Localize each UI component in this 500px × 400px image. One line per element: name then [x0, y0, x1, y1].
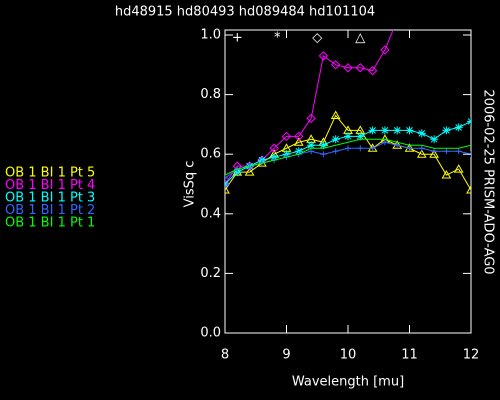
marker: [431, 148, 438, 155]
y-tick-label: 0.2: [200, 266, 221, 281]
side-label: 2006-02-25 PRISM-ADO-AG0: [481, 89, 496, 274]
y-tick-label: 0.6: [200, 147, 221, 162]
marker: [417, 129, 426, 138]
marker: [455, 148, 462, 155]
marker: [406, 145, 413, 152]
marker: [306, 113, 316, 124]
legend-entry: OB 1 BI 1 Pt 1: [5, 216, 95, 231]
marker: [381, 139, 388, 146]
marker: [467, 117, 471, 126]
marker: [442, 126, 451, 135]
y-axis-label: VisSq c: [183, 161, 198, 208]
marker: [368, 126, 377, 135]
y-tick-label: 0.8: [200, 87, 221, 102]
marker: [466, 184, 471, 194]
marker: [244, 167, 255, 176]
series-line: [225, 138, 471, 176]
x-tick-label: 9: [282, 348, 290, 363]
marker: [344, 132, 352, 141]
y-tick-label: 0.0: [200, 326, 221, 341]
marker: [308, 148, 315, 155]
marker: [355, 63, 366, 73]
marker: [330, 110, 341, 119]
marker: [356, 132, 365, 141]
x-axis-label: Wavelength [mu]: [292, 375, 404, 390]
marker: [332, 148, 339, 155]
marker: [281, 131, 292, 142]
y-tick-label: 1.0: [200, 28, 221, 43]
marker: [225, 180, 229, 188]
annotation: △: [355, 31, 365, 46]
marker: [443, 148, 450, 155]
marker: [343, 63, 353, 73]
marker: [369, 145, 376, 152]
plot-area: [225, 16, 471, 194]
x-tick-label: 8: [221, 348, 229, 363]
marker: [345, 145, 351, 152]
marker: [367, 66, 378, 76]
y-tick-label: 0.4: [200, 206, 221, 221]
marker: [394, 142, 401, 149]
marker: [454, 123, 463, 132]
marker: [380, 126, 389, 135]
series-line: [225, 30, 394, 185]
marker: [225, 175, 228, 182]
marker: [269, 143, 279, 153]
marker: [320, 151, 327, 158]
annotation: ◇: [312, 31, 322, 46]
marker: [430, 135, 439, 144]
marker: [225, 184, 230, 194]
annotation: *: [274, 31, 281, 46]
x-tick-label: 10: [340, 348, 357, 363]
x-tick-label: 12: [463, 348, 480, 363]
legend-entry: OB 1 BI 1 Pt 2: [5, 203, 95, 218]
marker: [380, 45, 390, 55]
marker: [441, 170, 452, 179]
marker: [294, 131, 304, 142]
marker: [393, 16, 401, 24]
marker: [293, 137, 304, 146]
annotation: +: [232, 31, 243, 46]
marker: [453, 164, 464, 173]
marker: [405, 126, 414, 135]
legend-entry: OB 1 BI 1 Pt 5: [5, 166, 95, 181]
plot-frame: [224, 29, 472, 334]
marker: [330, 60, 341, 70]
marker: [393, 126, 402, 135]
marker: [416, 149, 427, 158]
marker: [225, 179, 230, 189]
x-tick-label: 11: [401, 348, 418, 363]
marker: [319, 141, 328, 150]
marker: [331, 135, 340, 144]
legend-entry: OB 1 BI 1 Pt 4: [5, 178, 95, 193]
marker: [307, 141, 316, 150]
marker: [429, 149, 439, 158]
marker: [318, 51, 329, 61]
chart-title: hd48915 hd80493 hd089484 hd101104: [115, 5, 375, 20]
marker: [357, 145, 364, 152]
marker: [418, 145, 425, 152]
legend-entry: OB 1 BI 1 Pt 3: [5, 191, 95, 206]
